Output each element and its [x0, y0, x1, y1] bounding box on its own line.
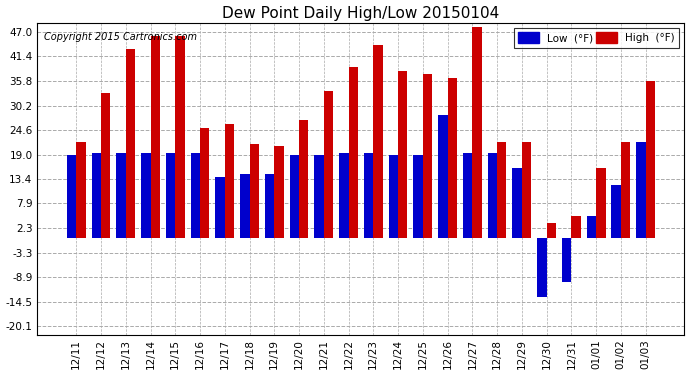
Bar — [513, 168, 522, 238]
Bar — [215, 177, 225, 238]
Bar — [126, 50, 135, 238]
Bar — [497, 141, 506, 238]
Bar — [141, 153, 150, 238]
Bar — [413, 155, 423, 238]
Bar — [448, 78, 457, 238]
Bar — [315, 155, 324, 238]
Bar — [175, 36, 185, 238]
Bar — [621, 141, 630, 238]
Bar — [150, 36, 160, 238]
Bar — [76, 141, 86, 238]
Bar — [190, 153, 200, 238]
Legend: Low  (°F), High  (°F): Low (°F), High (°F) — [513, 28, 679, 48]
Text: Copyright 2015 Cartronics.com: Copyright 2015 Cartronics.com — [44, 33, 197, 42]
Bar — [225, 124, 234, 238]
Bar — [438, 115, 448, 238]
Bar — [423, 74, 432, 238]
Title: Dew Point Daily High/Low 20150104: Dew Point Daily High/Low 20150104 — [222, 6, 500, 21]
Bar — [463, 153, 473, 238]
Bar — [388, 155, 398, 238]
Bar — [240, 174, 250, 238]
Bar — [348, 67, 358, 238]
Bar — [538, 238, 546, 297]
Bar — [67, 155, 76, 238]
Bar — [488, 153, 497, 238]
Bar — [398, 71, 408, 238]
Bar — [290, 155, 299, 238]
Bar — [364, 153, 373, 238]
Bar — [373, 45, 383, 238]
Bar — [275, 146, 284, 238]
Bar — [646, 81, 655, 238]
Bar — [586, 216, 596, 238]
Bar — [92, 153, 101, 238]
Bar — [562, 238, 571, 282]
Bar — [611, 185, 621, 238]
Bar — [636, 141, 646, 238]
Bar — [166, 153, 175, 238]
Bar — [299, 120, 308, 238]
Bar — [473, 27, 482, 238]
Bar — [596, 168, 606, 238]
Bar — [101, 93, 110, 238]
Bar — [522, 141, 531, 238]
Bar — [265, 174, 275, 238]
Bar — [200, 128, 210, 238]
Bar — [339, 153, 348, 238]
Bar — [250, 144, 259, 238]
Bar — [117, 153, 126, 238]
Bar — [571, 216, 581, 238]
Bar — [546, 223, 556, 238]
Bar — [324, 91, 333, 238]
